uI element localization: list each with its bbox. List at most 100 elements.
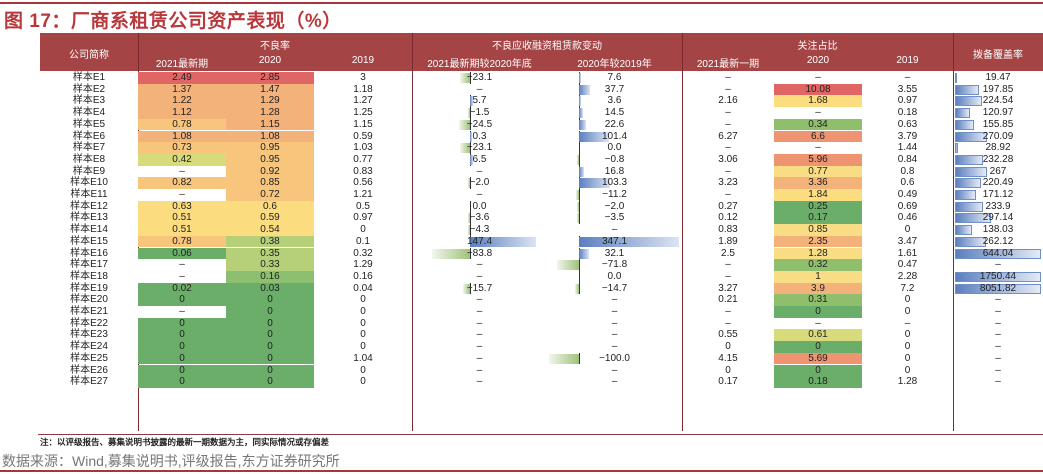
cell-w19: 0.69	[897, 200, 918, 212]
cell-npl20: 0	[267, 329, 273, 341]
cell-cov: 232.28	[982, 153, 1014, 165]
table-row: 样本E24 0 0 0 – – 0 0 0 –	[40, 341, 1043, 353]
negative-data-bar	[549, 353, 579, 364]
table-row: 样本E12 0.63 0.6 0.5 0.0 −2.0 0.27 0.25 0.69 233.9	[40, 200, 1043, 213]
positive-data-bar	[579, 166, 585, 177]
heat-cell-bg	[226, 95, 314, 108]
table-row: 样本E6 1.08 1.08 0.59 0.3 101.4 6.27 6.6 3.79 270.0…	[40, 130, 1043, 143]
cell-npl20: 1.08	[260, 130, 280, 142]
heat-cell-bg	[138, 177, 226, 189]
table-note: 注：以评级报告、募集说明书披露的最新一期数据为主，同实际情况或存偏差	[40, 437, 330, 447]
bar-axis	[579, 200, 580, 213]
cell-npl19: 0	[360, 364, 366, 376]
cell-cov: 138.03	[982, 224, 1014, 236]
cell-npl20: 0.54	[260, 224, 280, 236]
heat-cell-bg	[138, 118, 226, 131]
negative-data-bar	[557, 260, 579, 271]
cell-w19: 0.97	[897, 95, 918, 107]
cell-npl20: 0	[267, 306, 273, 317]
negative-data-bar	[459, 143, 470, 154]
cell-npl21: 0.82	[172, 177, 192, 189]
bottom-rule	[0, 470, 1043, 472]
cell-npl19: 3	[360, 72, 366, 83]
cell-npl19: 0	[360, 341, 366, 353]
coverage-data-bar	[955, 213, 991, 224]
cell-npl20: 0.33	[260, 259, 280, 271]
cell-w19: 0	[904, 341, 911, 353]
heat-cell-bg	[138, 329, 226, 342]
cell-w21: –	[725, 317, 731, 329]
table-row: 样本E19 0.02 0.03 0.04 −15.7 −14.7 3.27 3.9 7.2 805…	[40, 282, 1043, 295]
heat-cell-bg	[774, 224, 862, 236]
cell-chg21: –	[476, 352, 483, 364]
cell-npl20: 0.92	[260, 165, 280, 177]
table-row: 样本E20 0 0 0 – – 0.21 0.31 0 –	[40, 294, 1043, 306]
heat-cell-bg	[138, 270, 226, 283]
heat-cell-bg	[138, 72, 226, 84]
cell-chg20: 0.0	[607, 142, 622, 154]
company-name: 样本E15	[70, 235, 108, 247]
cell-w20: 0	[815, 341, 821, 353]
heat-cell-bg	[774, 306, 862, 318]
cell-npl20: 1.15	[260, 118, 280, 130]
heat-cell-bg	[138, 153, 226, 166]
company-name: 样本E1	[72, 72, 106, 83]
coverage-data-bar	[955, 154, 983, 165]
positive-data-bar	[579, 108, 584, 119]
cell-npl21: 0.78	[172, 235, 192, 247]
table-row: 样本E3 1.22 1.29 1.27 5.7 3.6 2.16 1.68 0.97 224.54	[40, 95, 1043, 108]
negative-data-bar	[468, 108, 470, 119]
cell-w19: 3.47	[897, 235, 918, 247]
negative-data-bar	[577, 154, 579, 165]
cell-w21: 2.5	[721, 247, 735, 259]
negative-data-bar	[458, 119, 470, 130]
cell-chg21: 6.5	[472, 153, 487, 165]
cell-w21: 2.16	[718, 95, 738, 107]
heat-cell-bg	[774, 247, 862, 260]
cell-npl20: 0.72	[260, 189, 280, 200]
table-row: 样本E27 0 0 0 – – 0.17 0.18 1.28 –	[40, 376, 1043, 388]
cell-cov: 171.12	[982, 189, 1014, 200]
cell-chg20: 7.6	[607, 72, 622, 83]
cell-npl20: 0.95	[260, 153, 280, 165]
cell-chg20: –	[611, 294, 618, 306]
negative-data-bar	[468, 225, 470, 236]
coverage-data-bar	[955, 248, 1041, 259]
cell-npl20: 0.95	[260, 142, 280, 154]
positive-data-bar	[579, 96, 581, 107]
cell-npl21: 0	[179, 352, 185, 364]
coverage-data-bar	[955, 190, 976, 200]
coverage-data-bar	[955, 73, 958, 83]
negative-data-bar	[575, 190, 579, 200]
cell-w19: 0.63	[897, 118, 918, 130]
cell-cov: –	[995, 317, 1001, 329]
coverage-data-bar	[955, 166, 988, 177]
cell-w20: –	[815, 317, 821, 329]
cell-npl19: 0.04	[353, 282, 373, 294]
cell-npl20: 1.28	[260, 107, 280, 119]
cell-npl20: 2.85	[260, 72, 280, 83]
company-name: 样本E27	[70, 376, 108, 388]
heat-cell-bg	[774, 364, 862, 377]
cell-w20: –	[815, 107, 821, 119]
bar-axis	[470, 282, 471, 295]
cell-w21: 0.12	[718, 212, 738, 224]
cell-npl20: 0	[267, 294, 273, 306]
cell-npl19: 0.32	[353, 247, 373, 259]
cell-npl19: 1.04	[353, 352, 373, 364]
company-name: 样本E19	[70, 282, 108, 294]
heat-cell-bg	[226, 341, 314, 353]
cell-npl20: 0.38	[260, 235, 280, 247]
cell-npl20: 0	[267, 317, 273, 329]
header-watch-2020: 2020	[806, 55, 830, 66]
positive-data-bar	[579, 236, 679, 247]
cell-w19: 0	[904, 329, 911, 341]
cell-w19: 1.61	[897, 247, 918, 259]
cell-w21: 0.83	[718, 224, 738, 236]
cell-npl19: 1.27	[353, 95, 373, 107]
cell-cov: 8051.82	[979, 282, 1017, 294]
heat-cell-bg	[138, 189, 226, 201]
cell-npl20: 0.59	[260, 212, 280, 224]
header-chg-2020: 2020年较2019年	[577, 59, 652, 70]
cell-w20: 5.96	[808, 153, 828, 165]
